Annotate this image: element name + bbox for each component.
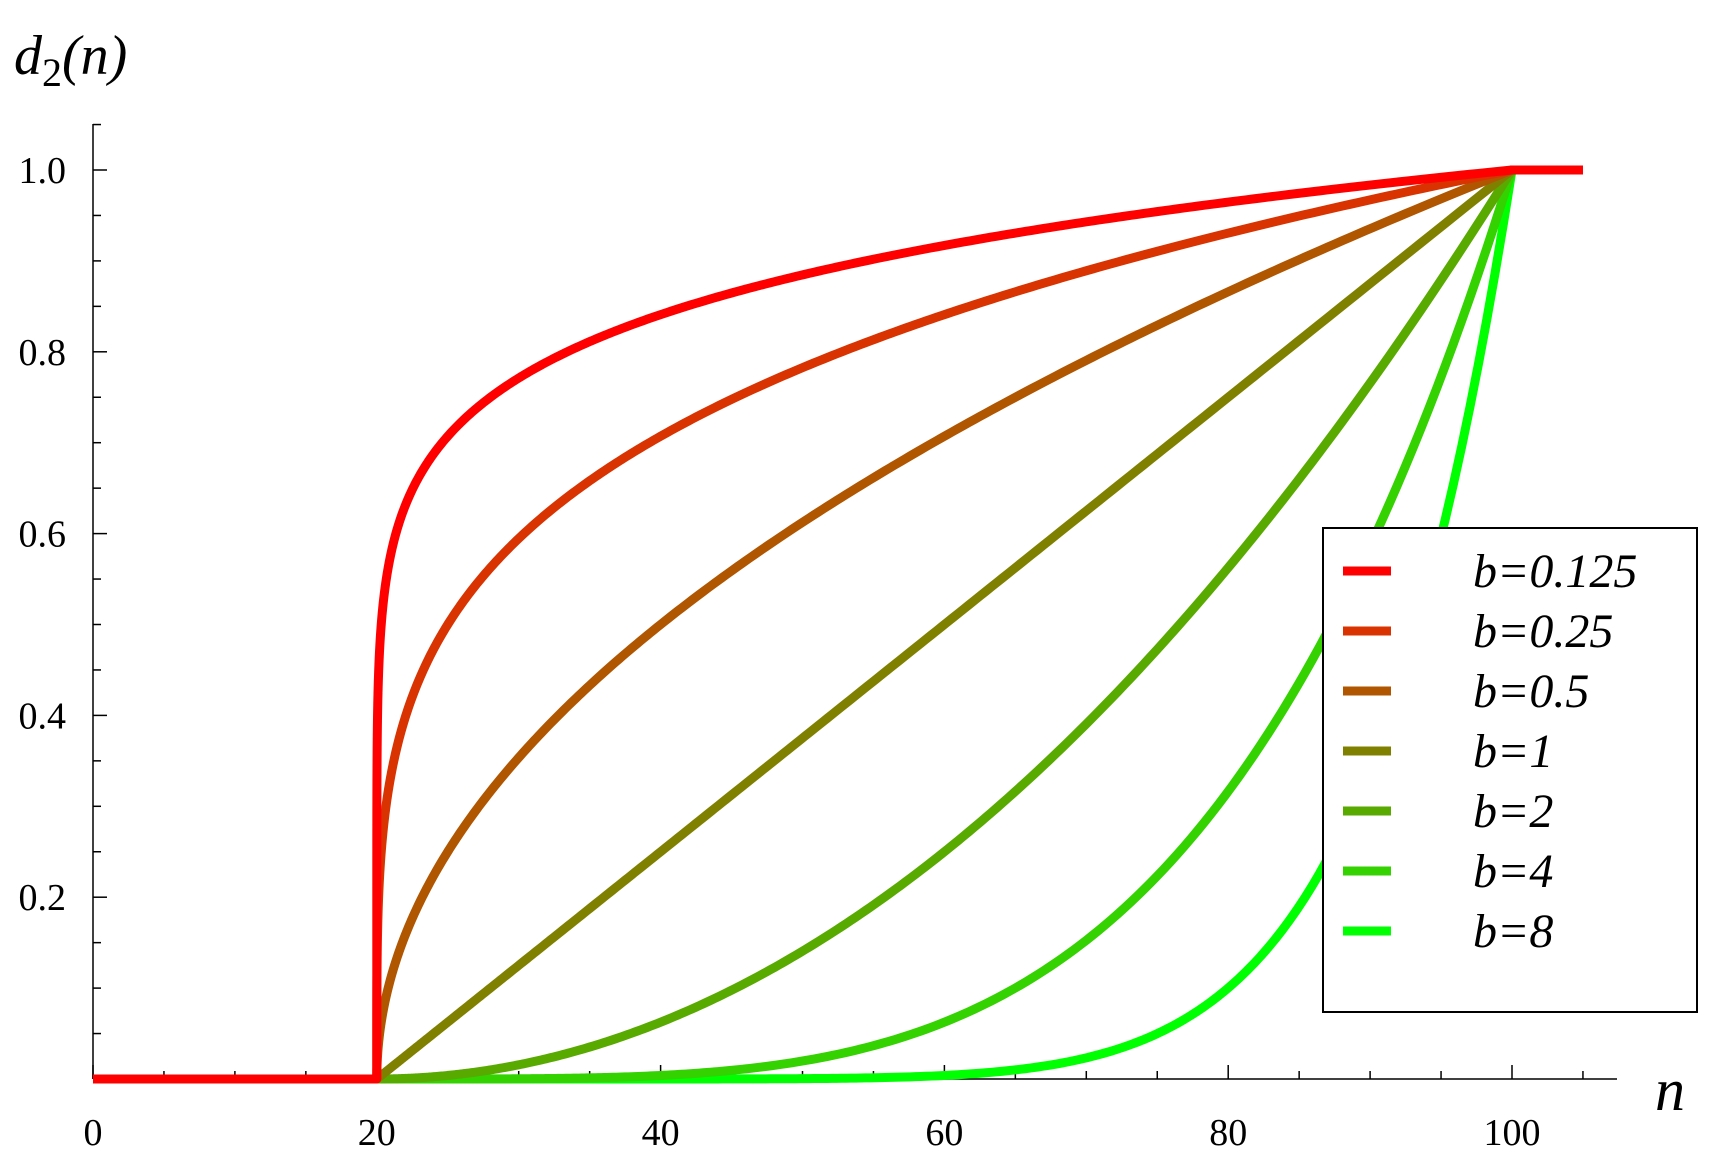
- y-axis-title-argument: (n): [62, 25, 127, 87]
- tick-labels: 0 20 40 60 80 100 0.2 0.4 0.6 0.8 1.0: [19, 150, 1541, 1154]
- y-tick-label: 1.0: [19, 150, 67, 192]
- legend: b=0.125 b=0.25 b=0.5 b=1 b=2 b=4 b=8: [1322, 527, 1698, 1013]
- y-axis-title-subscript: 2: [42, 50, 62, 95]
- y-tick-label: 0.8: [19, 332, 67, 374]
- x-tick-label: 80: [1209, 1112, 1247, 1154]
- legend-label: b=0.25: [1473, 605, 1613, 658]
- legend-label: b=1: [1473, 725, 1553, 778]
- x-tick-label: 60: [925, 1112, 963, 1154]
- legend-label: b=8: [1473, 905, 1553, 958]
- x-tick-label: 0: [84, 1112, 103, 1154]
- legend-items: b=0.125 b=0.25 b=0.5 b=1 b=2 b=4 b=8: [1343, 545, 1637, 958]
- y-axis-title: d2(n): [14, 25, 127, 95]
- y-tick-label: 0.4: [19, 695, 67, 737]
- legend-label: b=0.5: [1473, 665, 1589, 718]
- y-tick-label: 0.2: [19, 877, 67, 919]
- x-tick-label: 100: [1484, 1112, 1541, 1154]
- legend-label: b=4: [1473, 845, 1553, 898]
- series-line-b=0.125: [93, 165, 1583, 1084]
- series-line-b=0.5: [93, 165, 1583, 1084]
- x-axis-title: n: [1655, 1057, 1685, 1123]
- y-axis-title-base: d: [14, 25, 43, 87]
- x-tick-label: 40: [642, 1112, 680, 1154]
- y-tick-label: 0.6: [19, 514, 67, 556]
- series-lines: [93, 165, 1583, 1084]
- series-line-b=0.25: [93, 165, 1583, 1084]
- legend-label: b=0.125: [1473, 545, 1637, 598]
- x-tick-label: 20: [358, 1112, 396, 1154]
- legend-label: b=2: [1473, 785, 1553, 838]
- series-line-b=1: [93, 165, 1583, 1084]
